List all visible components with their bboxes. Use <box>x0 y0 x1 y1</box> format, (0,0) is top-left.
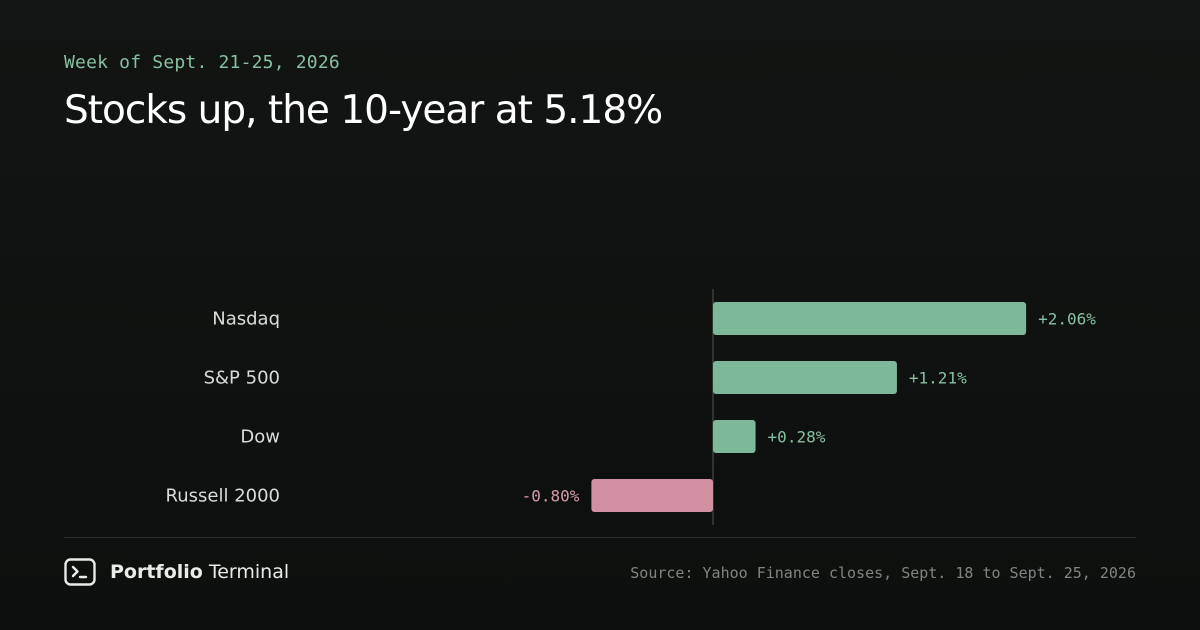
week-label: Week of Sept. 21-25, 2026 <box>64 52 340 73</box>
brand-suffix: Terminal <box>208 561 290 583</box>
value-label: +0.28% <box>768 428 826 447</box>
value-label: +1.21% <box>909 369 967 388</box>
bar-nasdaq <box>713 302 1027 335</box>
footer-divider <box>64 537 1136 538</box>
bar-dow <box>713 420 756 453</box>
terminal-icon <box>64 558 96 586</box>
value-label: -0.80% <box>522 487 580 506</box>
brand-name: Portfolio <box>110 561 203 583</box>
bar-russell-2000 <box>591 479 713 512</box>
value-label: +2.06% <box>1038 310 1096 329</box>
page-title: Stocks up, the 10-year at 5.18% <box>64 88 663 133</box>
brand: Portfolio Terminal <box>64 558 289 586</box>
source-note: Source: Yahoo Finance closes, Sept. 18 t… <box>630 564 1136 582</box>
category-label: Dow <box>240 427 280 448</box>
category-label: Nasdaq <box>212 309 280 330</box>
bar-s-p-500 <box>713 361 897 394</box>
category-label: Russell 2000 <box>166 486 280 507</box>
bar-chart: Nasdaq +2.06% S&P 500 +1.21% Dow +0.28% Russel… <box>166 289 1096 525</box>
category-label: S&P 500 <box>204 368 280 389</box>
